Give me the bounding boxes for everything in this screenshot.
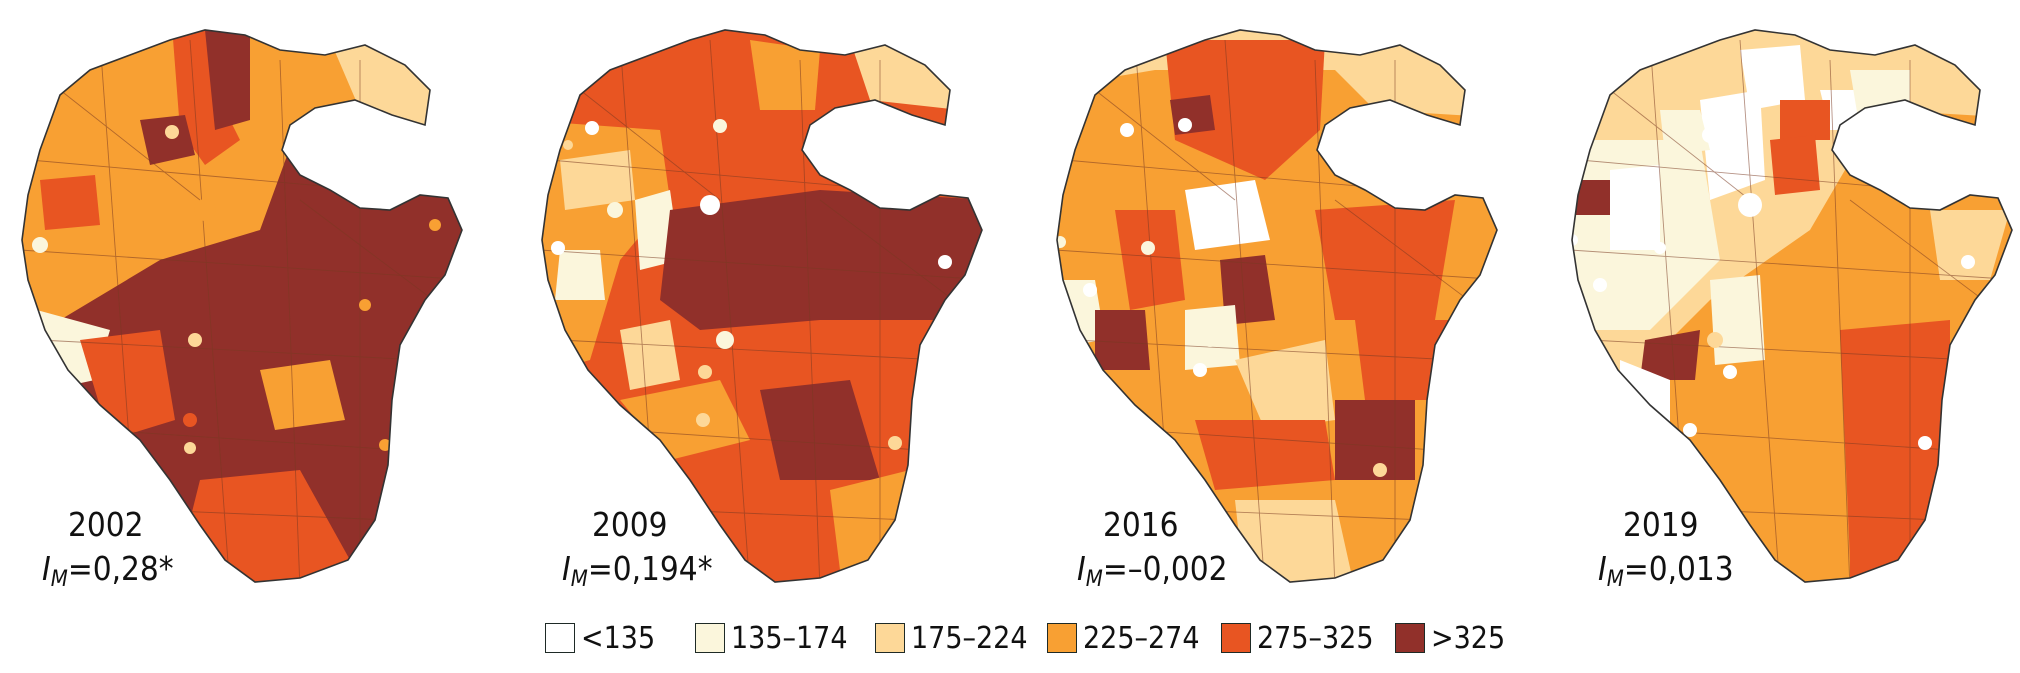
maps-container: 2002 IM=0,28* — [0, 0, 2020, 600]
legend-label: 135–174 — [731, 620, 848, 656]
map-year-label: 2019 — [1623, 505, 1699, 544]
map-year-label: 2016 — [1103, 505, 1179, 544]
moran-index-label: IM=0,28* — [42, 549, 174, 592]
legend-swatch — [695, 623, 725, 653]
moran-index-label: IM=0,013 — [1598, 549, 1734, 592]
choropleth-map-2016 — [1056, 29, 1498, 583]
map-panel-2009: 2009 IM=0,194* — [520, 0, 1025, 600]
choropleth-map-2002 — [21, 29, 463, 583]
legend-item: 175–224 — [875, 618, 1028, 658]
choropleth-map-2019 — [1571, 29, 2013, 583]
legend-swatch — [545, 623, 575, 653]
map-panel-2019: 2019 IM=0,013 — [1550, 0, 2020, 600]
map-panel-2016: 2016 IM=–0,002 — [1035, 0, 1540, 600]
legend-item: 135–174 — [695, 618, 848, 658]
legend-label: 175–224 — [911, 620, 1028, 656]
legend: <135 135–174 175–224 225–274 275–325 >32… — [545, 618, 1995, 658]
legend-label: <135 — [581, 620, 656, 656]
map-year-label: 2009 — [592, 505, 668, 544]
legend-item: >325 — [1395, 618, 1505, 658]
legend-label: >325 — [1431, 620, 1506, 656]
legend-label: 225–274 — [1083, 620, 1200, 656]
moran-index-label: IM=–0,002 — [1077, 549, 1228, 592]
legend-label: 275–325 — [1257, 620, 1374, 656]
choropleth-map-2009 — [541, 29, 983, 583]
moran-index-label: IM=0,194* — [562, 549, 713, 592]
legend-item: <135 — [545, 618, 655, 658]
legend-item: 275–325 — [1221, 618, 1374, 658]
legend-swatch — [1047, 623, 1077, 653]
legend-swatch — [1395, 623, 1425, 653]
legend-swatch — [875, 623, 905, 653]
map-panel-2002: 2002 IM=0,28* — [0, 0, 505, 600]
map-year-label: 2002 — [68, 505, 144, 544]
legend-item: 225–274 — [1047, 618, 1200, 658]
legend-swatch — [1221, 623, 1251, 653]
